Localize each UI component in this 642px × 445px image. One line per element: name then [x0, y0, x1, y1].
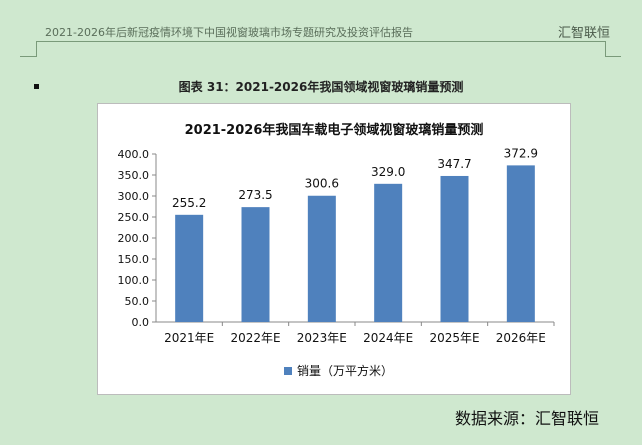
bar [307, 195, 336, 322]
header-rule [36, 41, 606, 42]
bar [506, 165, 535, 322]
x-tick-label: 2024年E [363, 331, 413, 345]
y-tick-label: 150.0 [118, 253, 150, 266]
legend-label: 销量（万平方米） [297, 363, 393, 378]
chart-legend: 销量（万平方米） [284, 363, 393, 378]
x-tick-label: 2026年E [496, 331, 546, 345]
bar-value-label: 255.2 [172, 196, 206, 210]
chart-axes: 0.0 50.0 100.0 150.0 200.0 250.0 300.0 350.0 400… [118, 148, 555, 345]
y-tick-label: 400.0 [118, 148, 150, 161]
bar-value-label: 273.5 [238, 188, 272, 202]
bar [440, 175, 469, 322]
y-tick-label: 100.0 [118, 274, 150, 287]
header-report-title: 2021-2026年后新冠疫情环境下中国视窗玻璃市场专题研究及投资评估报告 [45, 26, 413, 39]
y-tick-label: 50.0 [125, 295, 150, 308]
bar-value-label: 347.7 [437, 157, 471, 171]
bar-value-label: 372.9 [504, 146, 538, 160]
chart-bars: 255.2 273.5 300.6 329.0 347.7 372.9 [172, 146, 538, 322]
chart-title: 2021-2026年我国车载电子领域视窗玻璃销量预测 [185, 122, 484, 138]
data-source: 数据来源：汇智联恒 [455, 409, 600, 428]
margin-tick-left [20, 56, 36, 57]
page-header: 2021-2026年后新冠疫情环境下中国视窗玻璃市场专题研究及投资评估报告 汇智… [0, 0, 642, 41]
x-tick-label: 2021年E [164, 331, 214, 345]
x-tick-label: 2023年E [297, 331, 347, 345]
bar [175, 214, 204, 322]
chart-container: 2021-2026年我国车载电子领域视窗玻璃销量预测 0.0 50.0 100.0 1… [97, 103, 571, 395]
bar-chart: 2021-2026年我国车载电子领域视窗玻璃销量预测 0.0 50.0 100.0 1… [118, 122, 555, 378]
margin-tick-right [605, 56, 621, 57]
y-tick-label: 0.0 [132, 316, 150, 329]
margin-corner-right [605, 41, 606, 57]
margin-corner-left [36, 41, 37, 57]
bar [374, 183, 403, 322]
y-tick-label: 350.0 [118, 169, 150, 182]
x-tick-label: 2025年E [429, 331, 479, 345]
y-tick-label: 250.0 [118, 211, 150, 224]
bar-value-label: 300.6 [305, 177, 339, 191]
header-brand: 汇智联恒 [557, 26, 610, 41]
y-tick-label: 300.0 [118, 190, 150, 203]
figure-caption: 图表 31：2021-2026年我国领域视窗玻璃销量预测 [178, 80, 464, 94]
bar [241, 207, 270, 322]
bar-value-label: 329.0 [371, 165, 405, 179]
list-bullet [34, 84, 39, 89]
legend-swatch [284, 367, 292, 375]
y-tick-label: 200.0 [118, 232, 150, 245]
x-tick-label: 2022年E [230, 331, 280, 345]
